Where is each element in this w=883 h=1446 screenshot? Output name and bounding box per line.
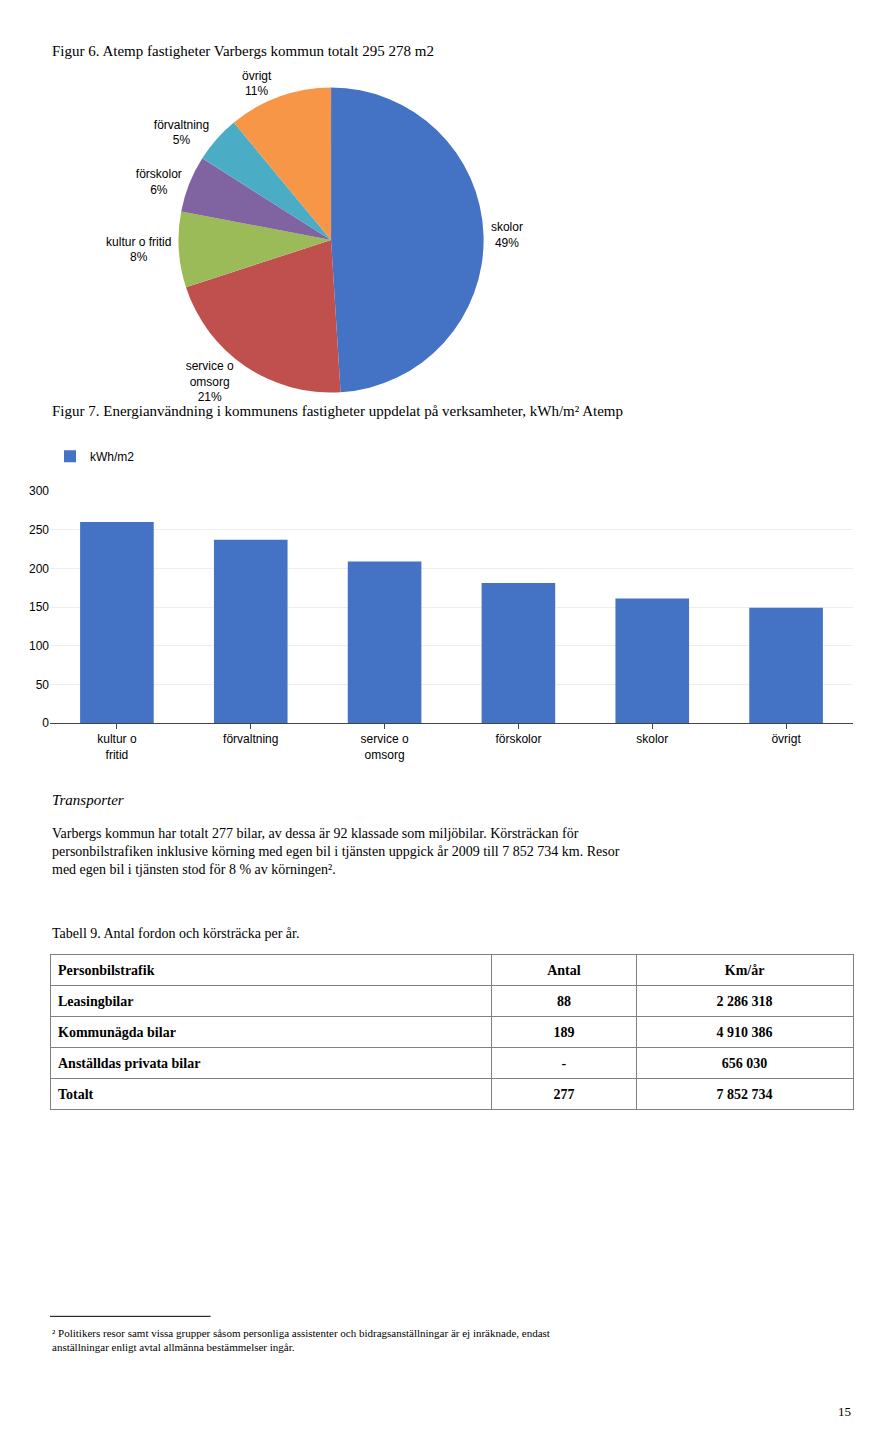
- svg-text:277: 277: [553, 1087, 574, 1102]
- svg-text:förvaltning: förvaltning: [223, 732, 278, 746]
- svg-text:förskolor6%: förskolor6%: [136, 167, 182, 197]
- svg-text:förvaltning5%: förvaltning5%: [154, 118, 209, 148]
- svg-text:50: 50: [36, 678, 50, 692]
- svg-text:Totalt: Totalt: [58, 1087, 94, 1102]
- svg-text:4 910 386: 4 910 386: [717, 1025, 773, 1040]
- svg-text:Tabell 9. Antal fordon och kör: Tabell 9. Antal fordon och körsträcka pe…: [52, 926, 299, 941]
- svg-text:Figur 6. Atemp fastigheter Var: Figur 6. Atemp fastigheter Varbergs komm…: [52, 43, 434, 59]
- svg-text:189: 189: [553, 1025, 574, 1040]
- svg-text:kWh/m2: kWh/m2: [90, 450, 134, 464]
- svg-text:Leasingbilar: Leasingbilar: [58, 994, 133, 1009]
- svg-text:service oomsorg21%: service oomsorg21%: [186, 359, 234, 404]
- svg-text:300: 300: [29, 484, 49, 498]
- svg-text:kultur o fritid8%: kultur o fritid8%: [106, 235, 171, 265]
- svg-text:656 030: 656 030: [722, 1056, 768, 1071]
- svg-text:Varbergs kommun har totalt 277: Varbergs kommun har totalt 277 bilar, av…: [52, 826, 620, 877]
- svg-text:Transporter: Transporter: [52, 792, 124, 808]
- svg-text:Kommunägda bilar: Kommunägda bilar: [58, 1025, 176, 1040]
- svg-text:88: 88: [557, 994, 571, 1009]
- svg-text:2 286 318: 2 286 318: [717, 994, 773, 1009]
- svg-text:² Politikers resor samt vissa: ² Politikers resor samt vissa grupper så…: [52, 1327, 550, 1353]
- svg-text:skolor49%: skolor49%: [491, 220, 523, 250]
- svg-text:skolor: skolor: [636, 732, 668, 746]
- svg-text:150: 150: [29, 600, 49, 614]
- svg-text:-: -: [561, 1056, 566, 1071]
- svg-text:0: 0: [42, 716, 49, 730]
- svg-text:service oomsorg: service oomsorg: [361, 732, 409, 762]
- svg-text:Figur 7. Energianvändning i ko: Figur 7. Energianvändning i kommunens fa…: [52, 403, 623, 419]
- svg-text:kultur ofritid: kultur ofritid: [97, 732, 137, 762]
- svg-text:Anställdas privata bilar: Anställdas privata bilar: [58, 1056, 200, 1071]
- svg-text:Antal: Antal: [547, 963, 581, 978]
- svg-text:Km/år: Km/år: [725, 963, 765, 978]
- svg-text:7 852 734: 7 852 734: [717, 1087, 773, 1102]
- svg-text:Personbilstrafik: Personbilstrafik: [58, 963, 155, 978]
- svg-text:200: 200: [29, 562, 49, 576]
- svg-text:förskolor: förskolor: [495, 732, 541, 746]
- svg-text:250: 250: [29, 523, 49, 537]
- svg-text:100: 100: [29, 639, 49, 653]
- svg-text:15: 15: [838, 1404, 851, 1419]
- svg-text:övrigt11%: övrigt11%: [242, 69, 272, 99]
- svg-text:övrigt: övrigt: [771, 732, 801, 746]
